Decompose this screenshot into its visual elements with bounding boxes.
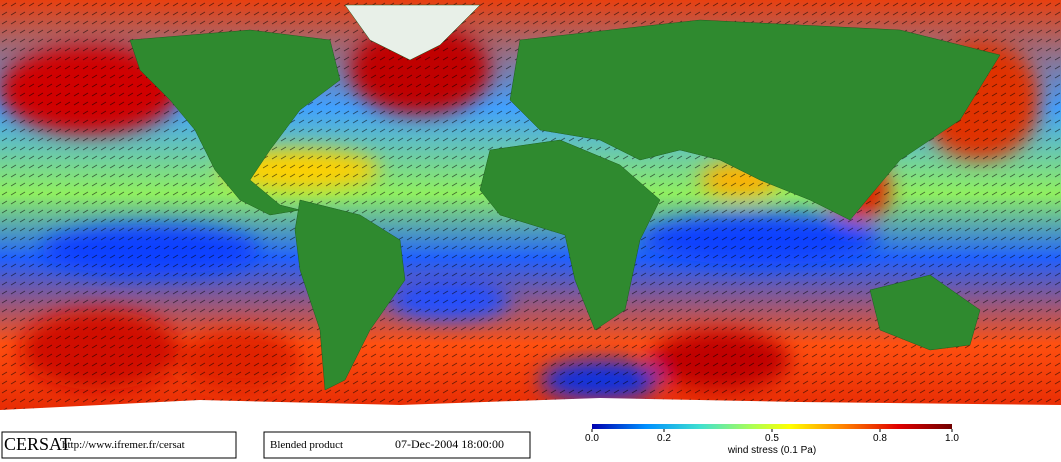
colorbar-ticks: 0.0 0.2 0.5 0.8 1.0 <box>585 429 959 444</box>
land <box>129 4 1001 391</box>
colorbar-label: wind stress (0.1 Pa) <box>727 445 816 456</box>
product: Blended product <box>270 439 343 451</box>
antarctica <box>0 398 1061 430</box>
product-box <box>263 431 531 459</box>
brand-box <box>1 431 237 459</box>
date: 07-Dec-2004 18:00:00 <box>395 437 504 451</box>
colorbar <box>592 424 952 429</box>
colorbar-tick-label: 0.2 <box>657 433 671 444</box>
colorbar-tick-label: 0.5 <box>765 433 779 444</box>
colorbar-tick-label: 1.0 <box>945 433 959 444</box>
url: http://www.ifremer.fr/cersat <box>62 439 185 451</box>
colorbar-tick-label: 0.0 <box>585 433 599 444</box>
colorbar-tick-label: 0.8 <box>873 433 887 444</box>
brand: CERSAT <box>4 434 71 454</box>
